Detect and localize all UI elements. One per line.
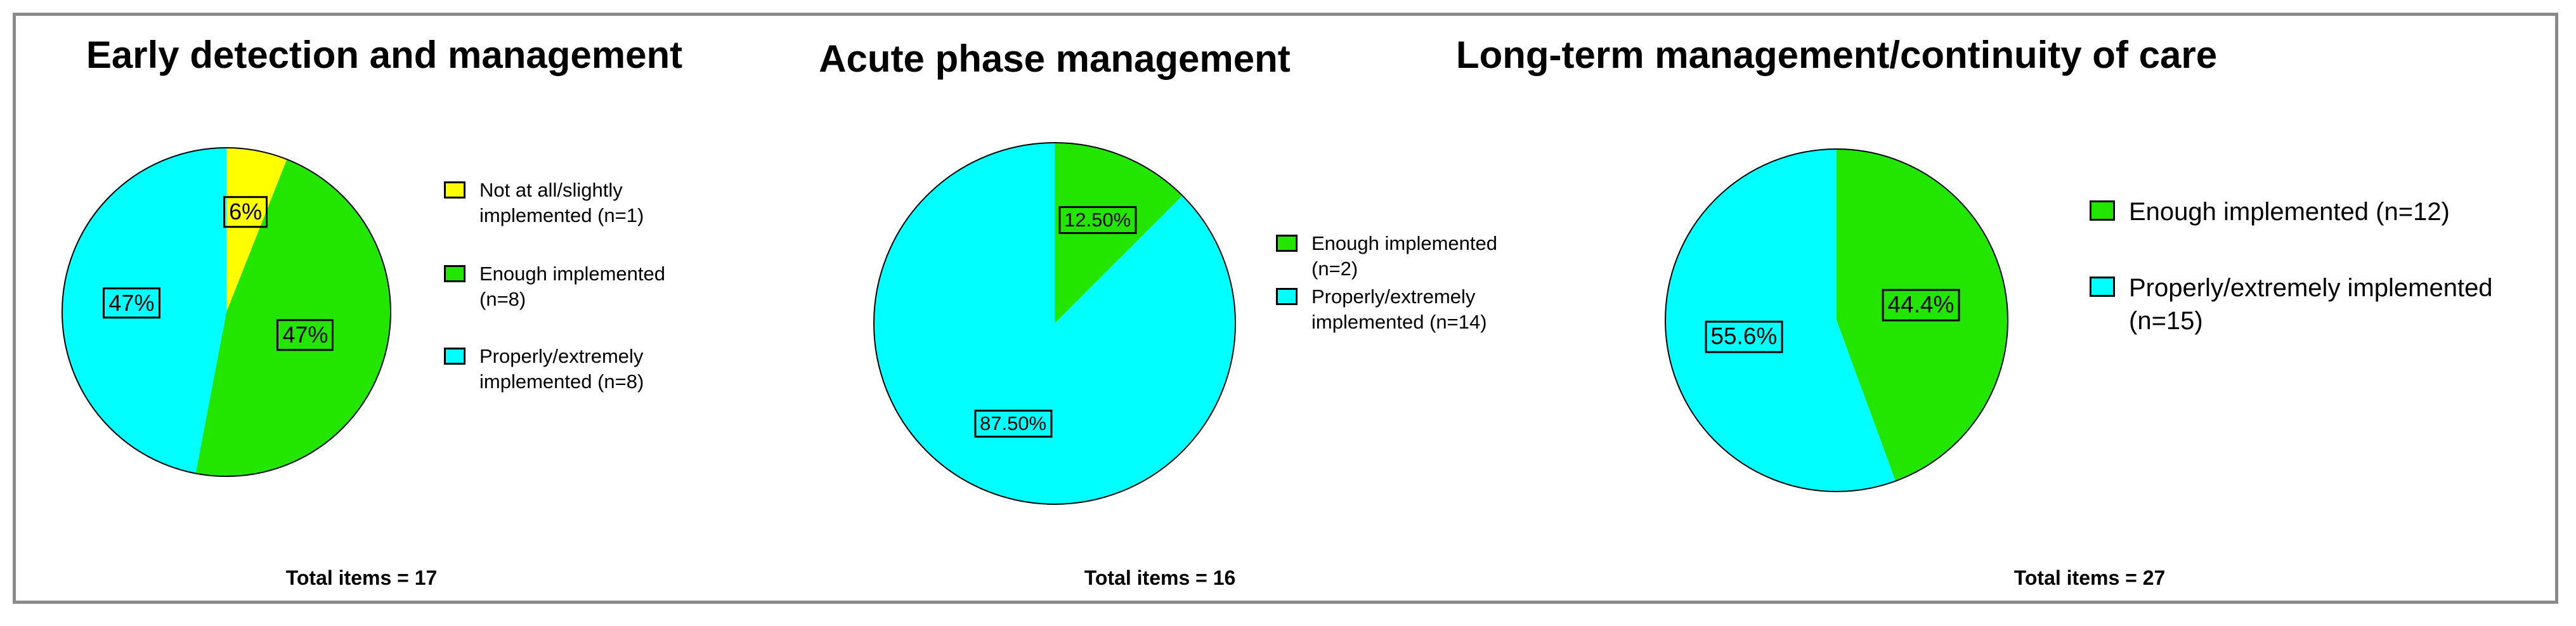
pie-slice [1837, 149, 2008, 481]
value-label: 12.50% [1058, 205, 1137, 234]
legend-item: Properly/extremely implemented (n=8) [444, 344, 698, 395]
legend-item: Properly/extremely implemented (n=15) [2090, 271, 2546, 337]
value-label: 44.4% [1882, 289, 1960, 322]
pie-slice [62, 148, 226, 474]
pie-slice [226, 148, 287, 312]
value-label: 47% [276, 319, 334, 351]
pie-slice [874, 143, 1236, 505]
pie-outline [62, 147, 391, 477]
legend-label: Properly/extremely implemented (n=14) [1311, 285, 1487, 334]
legend-swatch [2090, 277, 2115, 297]
legend-swatch [444, 348, 465, 365]
total-note: Total items = 17 [285, 566, 438, 589]
legend-label: Enough implemented (n=8) [479, 263, 665, 311]
legend-swatch [444, 265, 465, 283]
legend-swatch [444, 181, 465, 199]
pie-slice [1665, 149, 1896, 492]
legend-swatch [1276, 288, 1298, 306]
value-label: 6% [223, 196, 268, 228]
chart-title: Long-term management/continuity of care [1455, 34, 2218, 76]
legend-item: Not at all/slightly implemented (n=1) [444, 178, 698, 229]
value-label: 47% [103, 287, 160, 319]
legend-item: Properly/extremely implemented (n=14) [1276, 284, 1549, 336]
chart-title: Early detection and management [86, 34, 683, 76]
legend-label: Not at all/slightly implemented (n=1) [479, 179, 644, 227]
value-label: 87.50% [973, 409, 1053, 438]
legend-label: Properly/extremely implemented (n=15) [2129, 274, 2493, 335]
legend-label: Properly/extremely implemented (n=8) [479, 345, 644, 393]
chart-title: Acute phase management [819, 37, 1291, 80]
total-note: Total items = 27 [2013, 566, 2166, 589]
frame [13, 13, 2558, 604]
legend-item: Enough implemented (n=2) [1276, 231, 1549, 282]
legend-swatch [2090, 200, 2115, 221]
pie-slice [195, 159, 391, 477]
pie-outline [1665, 148, 2008, 492]
legend-label: Enough implemented (n=12) [2129, 198, 2450, 226]
legend-swatch [1276, 235, 1298, 252]
legend-item: Enough implemented (n=12) [2090, 195, 2546, 228]
legend-item: Enough implemented (n=8) [444, 261, 698, 313]
pie-outline [873, 142, 1236, 505]
total-note: Total items = 16 [1084, 566, 1236, 589]
legend-label: Enough implemented (n=2) [1311, 232, 1497, 280]
value-label: 55.6% [1705, 320, 1783, 353]
